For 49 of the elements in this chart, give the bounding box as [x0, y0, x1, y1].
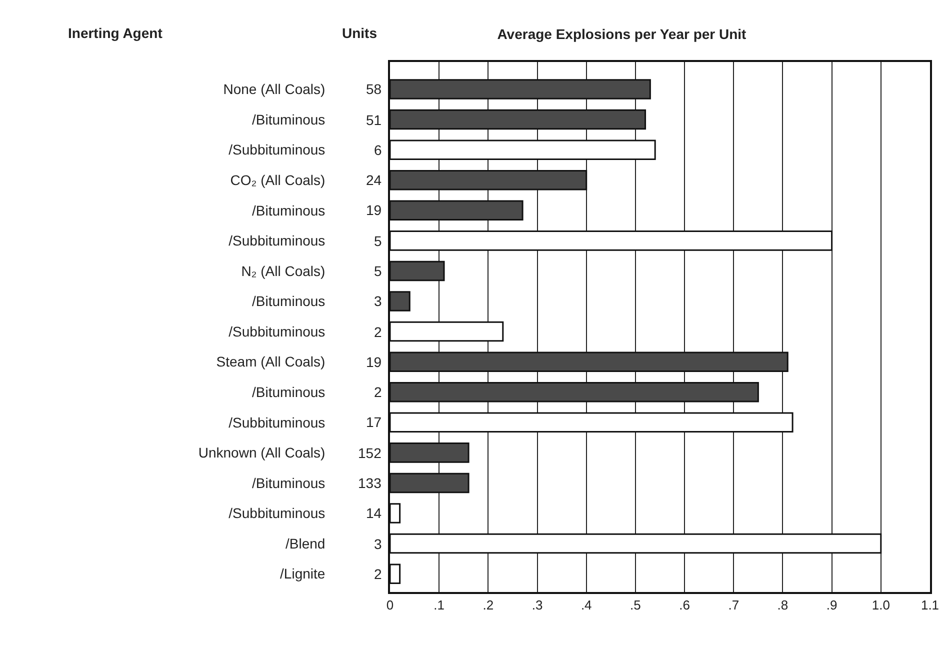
text: 2: [374, 384, 382, 400]
text: 51: [366, 112, 382, 128]
text: 19: [366, 354, 382, 370]
text: 3: [374, 293, 382, 309]
text: 3: [374, 536, 382, 552]
y-tick-label: Unknown (All Coals): [198, 444, 326, 461]
x-tick-label: .1: [434, 598, 445, 613]
text: 17: [366, 414, 382, 430]
x-tick-label: 1.1: [920, 598, 940, 613]
y-tick-label: /Blend: [285, 535, 326, 552]
y-tick-label: /Bituminous: [252, 384, 326, 400]
x-tick-label: 1.0: [872, 598, 890, 613]
text: 152: [358, 445, 382, 461]
y-tick-label: /Bituminous: [252, 474, 326, 491]
y-tick-label: None (All Coals): [223, 81, 326, 98]
x-tick-label: .5: [630, 598, 641, 613]
y-tick-label: /Subbituminous: [228, 505, 326, 522]
text: 19: [366, 202, 382, 218]
x-tick-label: .6: [679, 598, 690, 613]
y-tick-label: Steam (All Coals): [216, 354, 326, 370]
y-tick-label: /Bituminous: [252, 293, 326, 310]
text: 58: [366, 81, 382, 97]
text: 5: [374, 263, 382, 279]
y-tick-label: /Subbituminous: [228, 232, 326, 249]
x-tick-label: .2: [482, 598, 494, 613]
text: 14: [366, 505, 382, 521]
text: 2: [374, 324, 382, 340]
y-tick-label: /Bituminous: [252, 202, 326, 218]
text: 6: [374, 142, 382, 158]
y-axis-title: Inerting Agent: [68, 25, 163, 41]
y-tick-label: /Lignite: [280, 566, 326, 582]
x-tick-label: .8: [777, 598, 788, 613]
text: Units: [342, 25, 378, 41]
y-tick-label: /Bituminous: [252, 111, 326, 128]
y-tick-label: /Subbituminous: [228, 142, 326, 158]
x-tick-label: 0: [386, 598, 394, 613]
x-tick-label: .9: [826, 598, 838, 613]
y-tick-label: CO₂ (All Coals): [230, 172, 326, 188]
text: 2: [374, 566, 382, 582]
text: 5: [374, 233, 382, 249]
y-tick-label: N₂ (All Coals): [241, 262, 326, 279]
x-tick-label: .7: [728, 598, 740, 613]
y-tick-label: /Subbituminous: [228, 414, 326, 430]
chart-title: Average Explosions per Year per Unit: [497, 26, 747, 42]
x-tick-label: .4: [580, 598, 592, 613]
y-tick-label: /Subbituminous: [228, 323, 326, 340]
text: 133: [358, 475, 382, 491]
x-tick-label: .3: [532, 598, 543, 613]
text: 24: [366, 172, 382, 188]
